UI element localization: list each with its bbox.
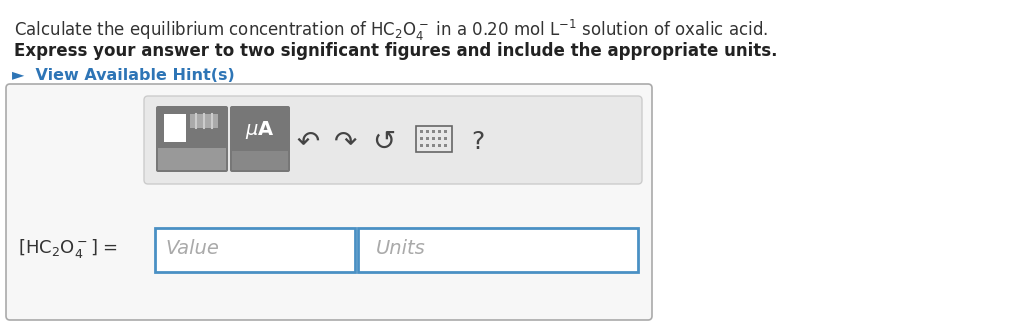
Bar xyxy=(432,137,435,140)
Bar xyxy=(420,130,423,133)
Bar xyxy=(438,144,441,147)
Bar xyxy=(416,126,452,152)
Bar xyxy=(426,144,429,147)
Text: Value: Value xyxy=(166,238,219,257)
Bar xyxy=(432,144,435,147)
Bar xyxy=(158,148,226,170)
Bar xyxy=(420,144,423,147)
FancyBboxPatch shape xyxy=(156,106,228,172)
Text: $[\mathrm{HC_2O_4^-}]$ =: $[\mathrm{HC_2O_4^-}]$ = xyxy=(19,236,118,259)
Text: ►  View Available Hint(s): ► View Available Hint(s) xyxy=(12,68,234,83)
Bar xyxy=(358,228,638,272)
Bar xyxy=(444,144,447,147)
Text: Express your answer to two significant figures and include the appropriate units: Express your answer to two significant f… xyxy=(14,42,777,60)
Bar xyxy=(444,137,447,140)
Text: Calculate the equilibrium concentration of $\mathrm{HC_2O_4^-}$ in a 0.20 mol $\: Calculate the equilibrium concentration … xyxy=(14,18,768,43)
Bar xyxy=(426,137,429,140)
Bar xyxy=(432,130,435,133)
Bar xyxy=(190,114,218,128)
Bar xyxy=(444,130,447,133)
Text: ↷: ↷ xyxy=(334,128,358,156)
Bar xyxy=(438,130,441,133)
Bar xyxy=(438,137,441,140)
Text: ↶: ↶ xyxy=(296,128,320,156)
Text: $\mu$A: $\mu$A xyxy=(245,119,274,141)
Text: ↺: ↺ xyxy=(372,128,396,156)
Bar xyxy=(155,228,355,272)
Bar xyxy=(232,152,288,170)
FancyBboxPatch shape xyxy=(6,84,652,320)
Bar xyxy=(426,130,429,133)
FancyBboxPatch shape xyxy=(230,106,290,172)
Text: Units: Units xyxy=(376,238,426,257)
Bar xyxy=(420,137,423,140)
FancyBboxPatch shape xyxy=(144,96,642,184)
Text: ?: ? xyxy=(472,130,484,154)
Bar xyxy=(164,114,186,142)
